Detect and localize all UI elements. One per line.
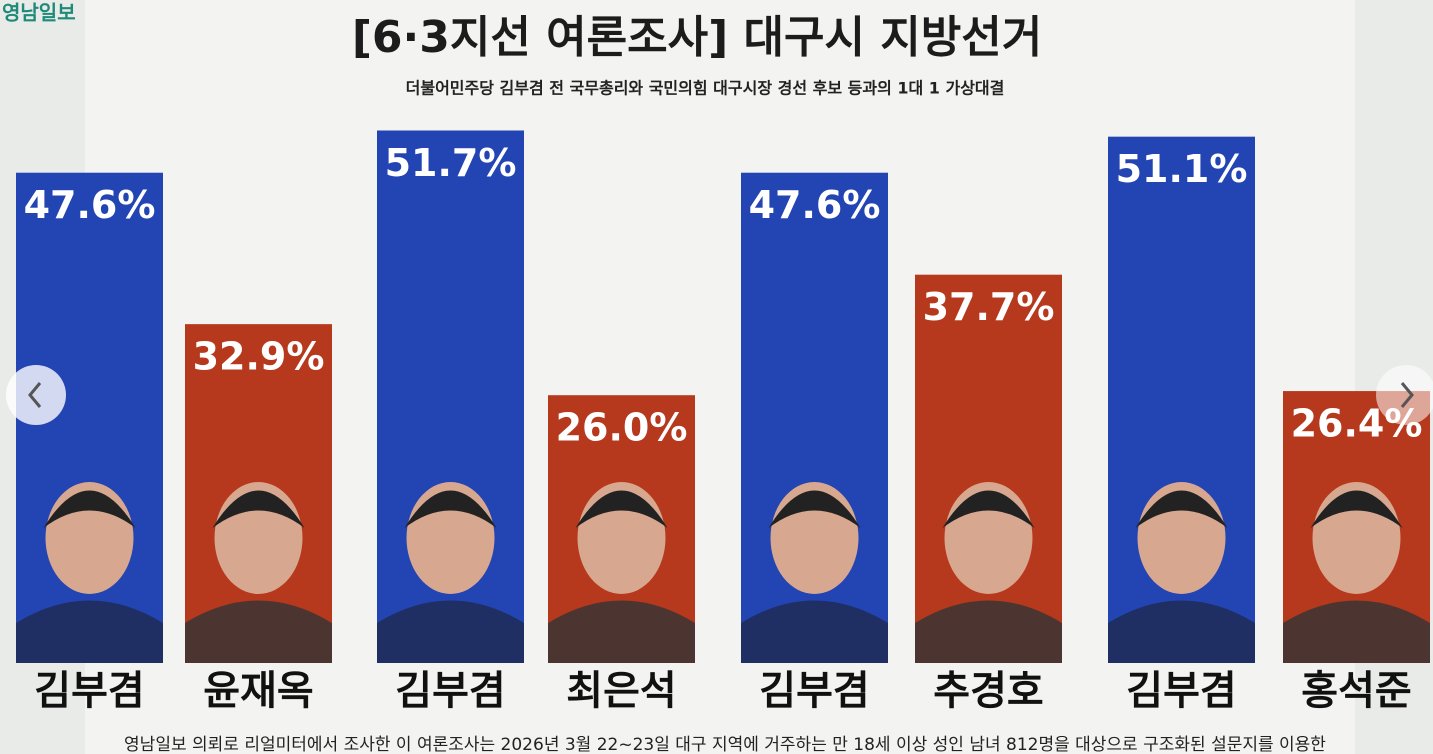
portrait-hair — [212, 490, 305, 528]
portrait-body — [1108, 600, 1255, 663]
portrait-body — [1283, 600, 1430, 663]
portrait-body — [185, 600, 332, 663]
portrait-body — [741, 600, 888, 663]
x-tick-label: 김부겸 — [759, 668, 869, 714]
logo: 영남일보 — [2, 1, 76, 25]
x-tick-label: 추경호 — [933, 668, 1043, 714]
next-arrow[interactable] — [1400, 382, 1414, 408]
chart-title: [6·3지선 여론조사] 대구시 지방선거 — [352, 12, 1042, 63]
bars: 47.6% 김부겸 32.9% 윤재옥 51.7% 김부겸 26.0% 최은석 47.6% 김부겸… — [16, 130, 1430, 714]
portrait-hair — [1310, 490, 1403, 528]
x-tick-label: 윤재옥 — [203, 668, 313, 714]
portrait-body — [915, 600, 1062, 663]
next-button[interactable] — [1376, 365, 1433, 425]
prev-arrow[interactable] — [28, 382, 42, 408]
x-tick-label: 김부겸 — [34, 668, 144, 714]
prev-button[interactable] — [6, 365, 66, 425]
prev-button-bg[interactable] — [6, 365, 66, 425]
portrait-hair — [575, 490, 668, 528]
portrait-body — [548, 600, 695, 663]
portrait-body — [16, 600, 163, 663]
portrait-hair — [43, 490, 136, 528]
portrait-body — [377, 600, 524, 663]
x-tick-label: 김부겸 — [395, 668, 505, 714]
value-label: 47.6% — [749, 183, 881, 227]
x-tick-label: 최은석 — [566, 668, 676, 714]
value-label: 51.1% — [1116, 147, 1248, 191]
portrait-hair — [404, 490, 497, 528]
value-label: 47.6% — [24, 183, 156, 227]
bar — [915, 274, 1062, 663]
chart-subtitle: 더불어민주당 김부겸 전 국무총리와 국민의힘 대구시장 경선 후보 등과의 1… — [406, 79, 1005, 98]
value-label: 32.9% — [193, 335, 325, 379]
value-label: 37.7% — [923, 285, 1055, 329]
portrait-hair — [1135, 490, 1228, 528]
footnote: 영남일보 의뢰로 리얼미터에서 조사한 이 여론조사는 2026년 3월 22~… — [124, 735, 1326, 754]
portrait-hair — [942, 490, 1035, 528]
value-label: 26.0% — [556, 406, 688, 450]
x-tick-label: 홍석준 — [1301, 668, 1411, 714]
value-label: 51.7% — [385, 141, 517, 185]
next-button-bg[interactable] — [1376, 365, 1433, 425]
x-tick-label: 김부겸 — [1126, 668, 1236, 714]
portrait-hair — [768, 490, 861, 528]
